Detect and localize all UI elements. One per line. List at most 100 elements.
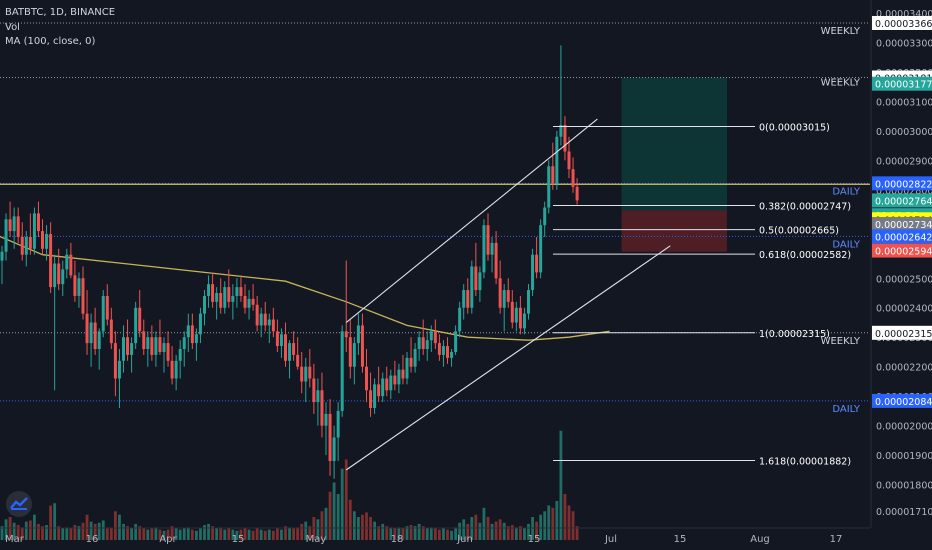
candle-body[interactable]	[356, 325, 360, 344]
candle-body[interactable]	[122, 337, 125, 361]
candle-body[interactable]	[41, 231, 44, 249]
candle-body[interactable]	[559, 124, 563, 137]
candle-body[interactable]	[134, 307, 138, 344]
candle-body[interactable]	[255, 304, 259, 326]
candle-body[interactable]	[24, 236, 28, 255]
candle-body[interactable]	[166, 343, 170, 361]
candle-body[interactable]	[405, 357, 409, 379]
candle-body[interactable]	[450, 351, 454, 358]
candle-body[interactable]	[502, 290, 506, 308]
candle-body[interactable]	[101, 295, 105, 332]
candle-body[interactable]	[490, 242, 494, 255]
candle-body[interactable]	[304, 366, 308, 382]
candle-body[interactable]	[223, 287, 227, 308]
candle-body[interactable]	[421, 337, 425, 350]
candle-body[interactable]	[470, 266, 474, 308]
candle-body[interactable]	[85, 313, 89, 344]
candle-body[interactable]	[57, 263, 61, 285]
candle-body[interactable]	[551, 166, 555, 184]
candle-body[interactable]	[365, 366, 368, 391]
candle-body[interactable]	[425, 340, 429, 350]
candle-body[interactable]	[531, 254, 535, 291]
candle-body[interactable]	[454, 331, 458, 352]
candle-body[interactable]	[498, 278, 502, 308]
price-axis[interactable]	[871, 0, 932, 550]
candle-body[interactable]	[158, 337, 162, 352]
candle-body[interactable]	[506, 290, 510, 302]
candle-body[interactable]	[211, 284, 215, 302]
candle-body[interactable]	[300, 366, 304, 382]
candle-body[interactable]	[186, 325, 190, 338]
candle-body[interactable]	[97, 331, 101, 350]
candle-body[interactable]	[81, 278, 85, 314]
candle-body[interactable]	[288, 343, 292, 361]
candle-body[interactable]	[344, 331, 348, 338]
candle-body[interactable]	[296, 354, 300, 367]
candle-body[interactable]	[36, 213, 40, 232]
tradingview-logo[interactable]	[6, 491, 32, 517]
candle-body[interactable]	[409, 357, 413, 367]
candle-body[interactable]	[207, 284, 211, 296]
candle-body[interactable]	[178, 349, 182, 361]
candle-body[interactable]	[227, 287, 231, 302]
candle-body[interactable]	[28, 236, 32, 249]
candle-body[interactable]	[417, 337, 421, 350]
candle-body[interactable]	[563, 124, 567, 152]
candle-body[interactable]	[308, 366, 312, 379]
candle-body[interactable]	[53, 263, 57, 288]
candle-body[interactable]	[478, 272, 482, 291]
candle-body[interactable]	[381, 378, 385, 397]
candle-body[interactable]	[49, 234, 53, 288]
candle-body[interactable]	[194, 334, 198, 344]
candle-body[interactable]	[510, 301, 514, 323]
channel-trendline[interactable]	[345, 245, 671, 471]
candle-body[interactable]	[174, 360, 178, 379]
candle-body[interactable]	[360, 325, 364, 367]
candle-body[interactable]	[328, 413, 332, 462]
candle-body[interactable]	[267, 319, 271, 326]
candle-body[interactable]	[316, 390, 320, 403]
candle-body[interactable]	[73, 275, 77, 296]
candle-body[interactable]	[231, 295, 235, 302]
candle-body[interactable]	[113, 343, 117, 379]
candle-body[interactable]	[61, 269, 65, 285]
candle-body[interactable]	[494, 242, 498, 279]
candle-body[interactable]	[482, 225, 486, 273]
candle-body[interactable]	[215, 293, 219, 302]
candle-body[interactable]	[527, 290, 530, 314]
candle-body[interactable]	[20, 236, 24, 255]
candle-body[interactable]	[348, 337, 352, 367]
candle-body[interactable]	[369, 390, 373, 408]
candle-body[interactable]	[284, 334, 287, 361]
candle-body[interactable]	[567, 151, 571, 170]
candle-body[interactable]	[146, 337, 150, 350]
candle-body[interactable]	[0, 251, 4, 261]
moving-average-indicator-label[interactable]: MA (100, close, 0)	[5, 36, 96, 47]
candle-body[interactable]	[292, 343, 296, 355]
candle-body[interactable]	[247, 298, 251, 308]
candle-body[interactable]	[336, 410, 340, 438]
candle-body[interactable]	[198, 313, 202, 335]
candle-body[interactable]	[279, 334, 283, 347]
candle-body[interactable]	[535, 254, 539, 273]
candle-body[interactable]	[312, 378, 316, 403]
candle-body[interactable]	[547, 166, 551, 208]
candle-body[interactable]	[16, 216, 20, 237]
candle-body[interactable]	[433, 331, 437, 344]
candle-body[interactable]	[320, 390, 324, 426]
candle-body[interactable]	[243, 295, 247, 308]
candle-body[interactable]	[77, 278, 81, 296]
candle-body[interactable]	[446, 346, 449, 358]
candle-body[interactable]	[474, 266, 478, 291]
candle-body[interactable]	[437, 343, 441, 355]
candle-body[interactable]	[239, 287, 243, 296]
candle-body[interactable]	[154, 337, 158, 355]
channel-trendline[interactable]	[345, 118, 598, 323]
candle-body[interactable]	[486, 225, 490, 255]
candle-body[interactable]	[575, 186, 579, 201]
candle-body[interactable]	[332, 437, 336, 462]
candle-body[interactable]	[555, 136, 559, 184]
candle-body[interactable]	[397, 369, 401, 385]
candle-body[interactable]	[462, 290, 466, 308]
